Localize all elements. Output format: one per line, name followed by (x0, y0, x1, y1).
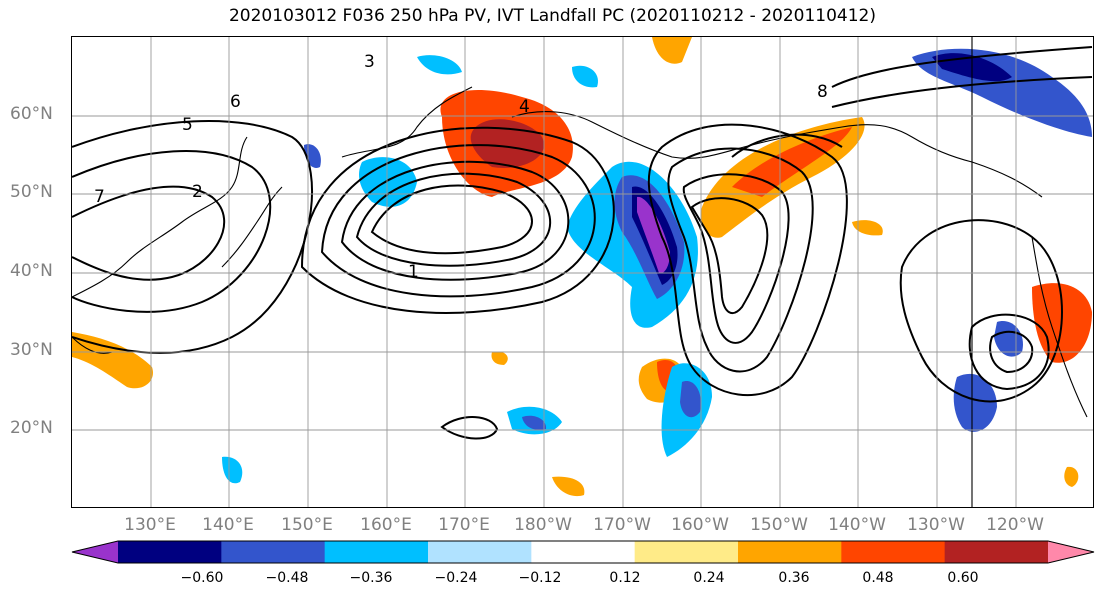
colorbar-tick-label: 0.36 (778, 570, 810, 586)
colorbar-segment (118, 541, 222, 563)
colorbar (71, 540, 1095, 564)
colorbar-tick-label: 0.48 (862, 570, 894, 586)
coastlines (72, 37, 1088, 507)
colorbar-tick-label: 0.12 (609, 570, 641, 586)
colorbar-tick-label: −0.12 (518, 570, 562, 586)
contour-label: 1 (408, 262, 419, 282)
colorbar-tick-label: −0.60 (180, 570, 224, 586)
contour-label: 4 (519, 97, 530, 117)
colorbar-segment (221, 541, 326, 563)
lon-label: 120°W (986, 515, 1044, 535)
colorbar-tick-label: 0.24 (693, 570, 725, 586)
lat-label: 60°N (10, 104, 53, 124)
contour-label: 2 (192, 182, 203, 202)
lon-label: 150°E (281, 515, 333, 535)
colorbar-extend-max (1048, 541, 1094, 563)
colorbar-segments (71, 540, 1095, 564)
map-title: 2020103012 F036 250 hPa PV, IVT Landfall… (228, 6, 876, 26)
lon-label: 140°W (828, 515, 886, 535)
contour-label: 3 (364, 52, 375, 72)
lat-label: 40°N (10, 261, 53, 281)
lon-label: 170°W (593, 515, 651, 535)
positive-anomaly-shading (72, 37, 1092, 497)
contour-labels: 1 2 3 4 5 6 7 8 (94, 52, 828, 282)
colorbar-outline (71, 540, 1095, 564)
contour-label: 7 (94, 187, 105, 207)
gridlines (72, 37, 1093, 507)
colorbar-segment (324, 541, 429, 563)
contour-label: 6 (230, 92, 241, 112)
lat-label: 30°N (10, 340, 53, 360)
colorbar-tick-label: −0.48 (265, 570, 309, 586)
colorbar-segment (738, 541, 842, 563)
colorbar-segment (634, 541, 739, 563)
colorbar-tick-label: 0.60 (947, 570, 979, 586)
lon-label: 160°E (360, 515, 412, 535)
lon-label: 160°W (671, 515, 729, 535)
lon-label: 150°W (750, 515, 808, 535)
contour-label: 8 (817, 82, 828, 102)
colorbar-tick-label: −0.24 (434, 570, 478, 586)
lat-label: 20°N (10, 418, 53, 438)
colorbar-segment (841, 541, 946, 563)
map-canvas: 1 2 3 4 5 6 7 8 (72, 37, 1093, 507)
colorbar-segment (944, 541, 1049, 563)
lon-label: 140°E (202, 515, 254, 535)
map-panel: 1 2 3 4 5 6 7 8 (71, 36, 1094, 508)
contour-label: 5 (182, 115, 193, 135)
colorbar-tick-label: −0.36 (349, 570, 393, 586)
colorbar-segment (428, 541, 532, 563)
lat-label: 50°N (10, 182, 53, 202)
lon-label: 180°W (514, 515, 572, 535)
lon-label: 130°E (124, 515, 176, 535)
lon-label: 130°W (907, 515, 965, 535)
negative-anomaly-shading (222, 48, 1092, 484)
lon-label: 170°E (438, 515, 490, 535)
colorbar-segment (531, 541, 636, 563)
colorbar-extend-min (72, 541, 118, 563)
